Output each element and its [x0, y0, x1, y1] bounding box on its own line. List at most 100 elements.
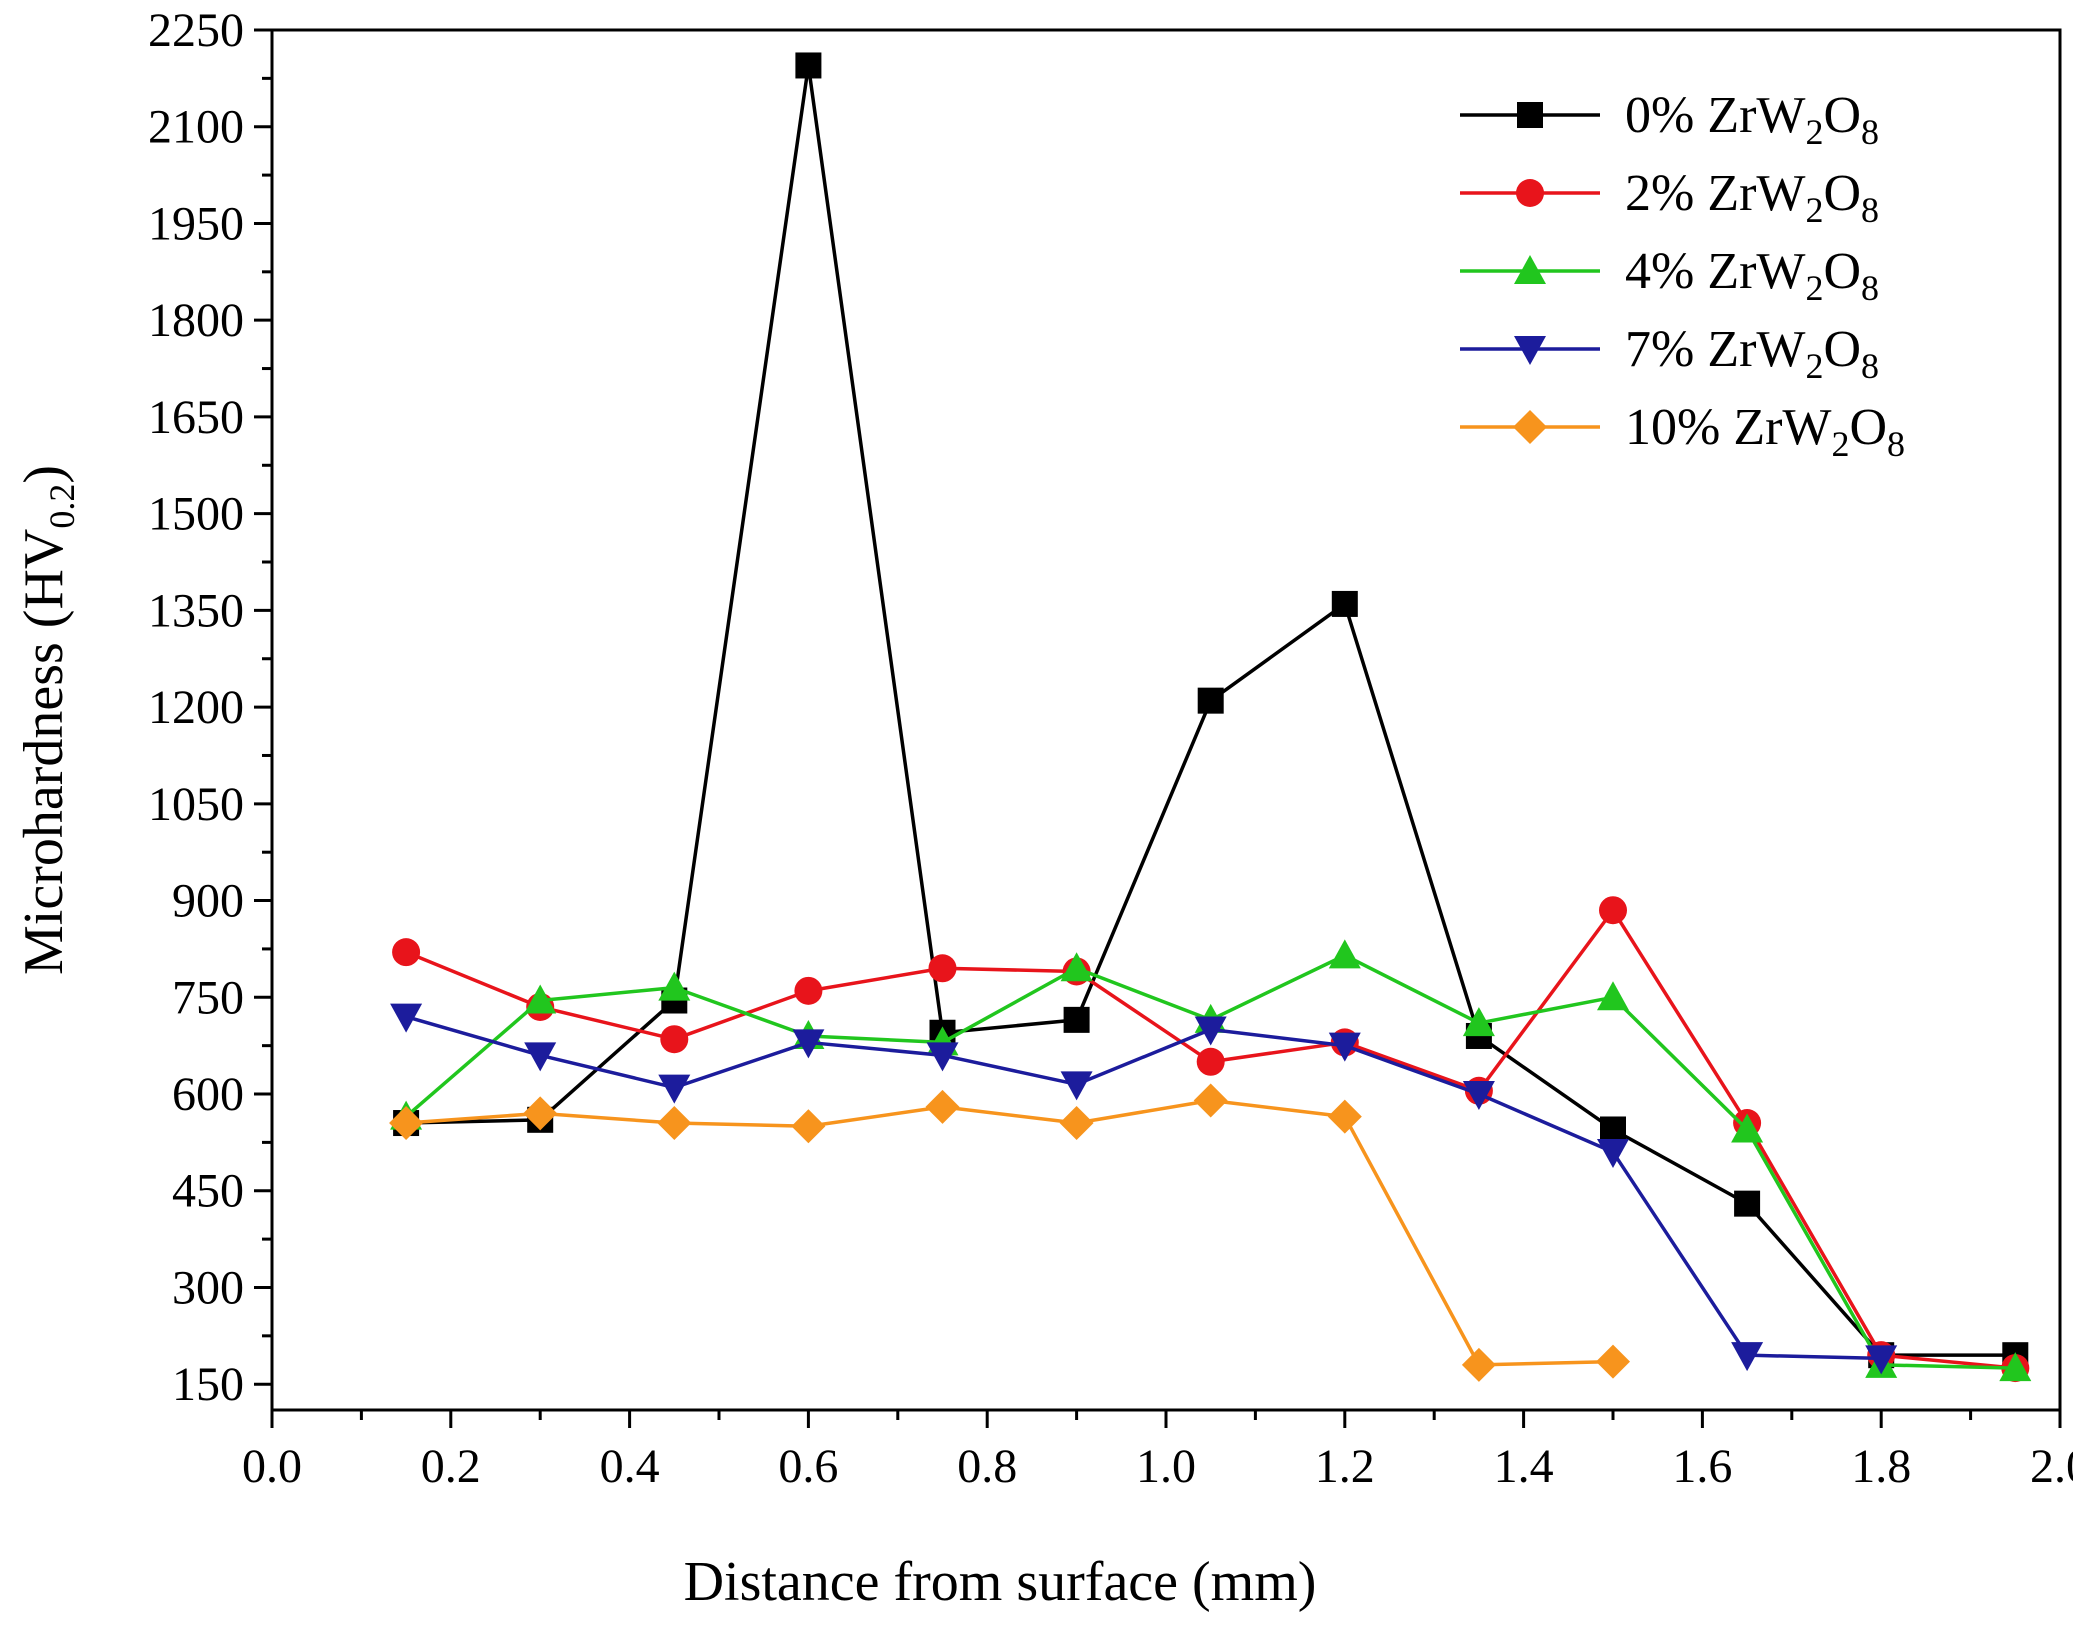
y-tick-label: 300	[172, 1261, 244, 1314]
legend-entry: 0% ZrW2O8	[1460, 87, 1879, 152]
series-line	[405, 1098, 1614, 1367]
x-tick-label: 0.4	[600, 1440, 660, 1493]
legend-label-part: 2	[1805, 268, 1823, 308]
x-tick-label: 1.0	[1136, 1440, 1196, 1493]
y-tick-label: 1200	[148, 681, 244, 734]
y-axis-title-close: )	[13, 465, 75, 484]
data-point	[390, 1003, 423, 1033]
data-point	[524, 984, 557, 1014]
y-tick-label: 1800	[148, 294, 244, 347]
data-point	[1327, 1099, 1362, 1134]
x-tick-label: 0.8	[957, 1440, 1017, 1493]
data-point	[1999, 1352, 2032, 1382]
legend-label-part: O	[1823, 87, 1861, 144]
y-tick-label: 750	[172, 971, 244, 1024]
data-point	[1597, 1139, 1629, 1169]
data-point	[1731, 1113, 1764, 1143]
data-point	[1865, 1345, 1898, 1375]
x-axis-title: Distance from surface (mm)	[684, 1551, 1317, 1613]
data-point	[1060, 952, 1093, 982]
legend-marker	[1517, 102, 1543, 128]
data-point	[1196, 1047, 1225, 1076]
legend-label-part: 4% ZrW	[1625, 243, 1805, 300]
data-point	[389, 1106, 424, 1141]
legend-label-part: 2	[1805, 190, 1823, 230]
legend-label: 0% ZrW2O8	[1625, 87, 1879, 152]
legend-label-part: 0% ZrW	[1625, 87, 1805, 144]
x-tick-label: 0.2	[421, 1440, 481, 1493]
data-point	[1462, 1081, 1495, 1111]
x-tick-label: 1.6	[1672, 1440, 1732, 1493]
data-point	[1734, 1190, 1761, 1217]
legend-label-part: 2% ZrW	[1625, 165, 1805, 222]
y-axis-title: Microhardness (HV0.2)	[13, 465, 82, 975]
legend-label-part: 8	[1861, 268, 1879, 308]
legend-label-part: O	[1849, 399, 1887, 456]
legend-label-part: O	[1823, 321, 1861, 378]
data-point	[926, 1042, 959, 1072]
data-point	[1060, 1071, 1093, 1101]
legend-label-part: 10% ZrW	[1625, 399, 1831, 456]
y-tick-label: 1950	[148, 197, 244, 250]
legend-label: 7% ZrW2O8	[1625, 321, 1879, 386]
legend-label-part: 2	[1805, 346, 1823, 386]
series-line	[405, 908, 2016, 1370]
y-tick-label: 600	[172, 1068, 244, 1121]
data-point	[1597, 981, 1629, 1011]
legend-label-part: O	[1823, 243, 1861, 300]
x-tick-label: 1.8	[1851, 1440, 1911, 1493]
data-point	[795, 52, 822, 79]
legend-entry: 7% ZrW2O8	[1460, 321, 1879, 386]
legend-label-part: 8	[1861, 346, 1879, 386]
data-point	[660, 1025, 689, 1054]
legend-label-part: 7% ZrW	[1625, 321, 1805, 378]
legend-marker	[1513, 410, 1547, 444]
legend-entry: 4% ZrW2O8	[1460, 243, 1879, 308]
legend-marker	[1514, 255, 1546, 284]
legend-marker	[1514, 336, 1546, 365]
axes: 0.0 0.2 0.4 0.6 0.8 1.0 1.2 1.4 1.6 1.8 2.0 150 300 4…	[148, 4, 2073, 1493]
legend-label: 4% ZrW2O8	[1625, 243, 1879, 308]
y-tick-label: 1500	[148, 488, 244, 541]
y-tick-label: 1350	[148, 584, 244, 637]
data-point	[657, 1106, 692, 1141]
data-point	[928, 954, 957, 983]
y-tick-label: 450	[172, 1165, 244, 1218]
data-point	[792, 1029, 825, 1059]
y-tick-label: 1050	[148, 778, 244, 831]
y-tick-label: 2100	[148, 101, 244, 154]
data-point	[1328, 1032, 1361, 1062]
data-point	[658, 971, 691, 1001]
x-tick-label: 1.4	[1494, 1440, 1554, 1493]
x-tick-label: 2.0	[2030, 1440, 2073, 1493]
data-point	[791, 1109, 826, 1144]
series-2	[390, 939, 2032, 1382]
y-tick-label: 900	[172, 875, 244, 928]
data-point	[1193, 1083, 1228, 1118]
data-point	[392, 938, 421, 967]
x-tick-label: 0.6	[778, 1440, 838, 1493]
data-point	[925, 1089, 960, 1124]
data-point	[523, 1096, 558, 1131]
y-tick-label: 150	[172, 1358, 244, 1411]
data-point	[1731, 1342, 1764, 1372]
series-4	[389, 1083, 1630, 1382]
y-tick-label: 1650	[148, 391, 244, 444]
data-point	[1331, 590, 1358, 617]
legend-label-part: 8	[1861, 190, 1879, 230]
series-1	[392, 896, 2030, 1383]
data-point	[1462, 1007, 1495, 1037]
series-layer	[389, 52, 2032, 1383]
y-axis-title-sub: 0.2	[42, 484, 82, 529]
legend-label-part: 8	[1887, 424, 1905, 464]
data-point	[1063, 1006, 1090, 1033]
legend-entry: 2% ZrW2O8	[1460, 165, 1879, 230]
data-point	[794, 976, 823, 1005]
data-point	[658, 1074, 691, 1104]
legend-label-part: 2	[1805, 112, 1823, 152]
legend-label-part: 2	[1831, 424, 1849, 464]
x-tick-label: 1.2	[1315, 1440, 1375, 1493]
data-point	[1600, 1116, 1626, 1143]
legend-label: 10% ZrW2O8	[1625, 399, 1905, 464]
